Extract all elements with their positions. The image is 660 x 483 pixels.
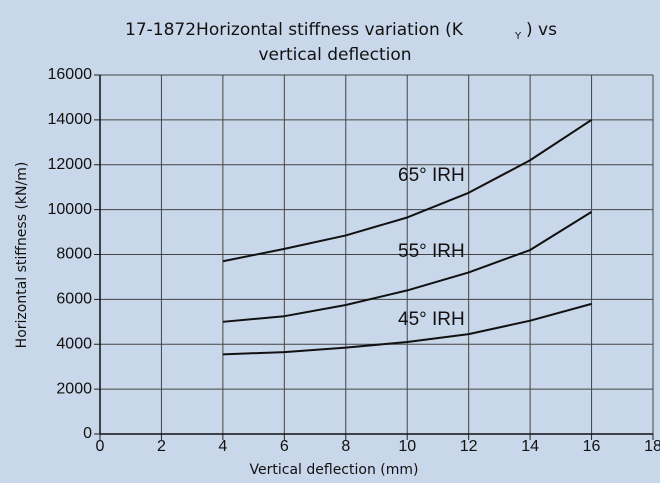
series-label: 45° IRH [398, 309, 465, 330]
y-tick-label: 0 [83, 425, 92, 442]
chart-title: 17-1872Horizontal stiffness variation (K [125, 20, 464, 40]
series-label: 65° IRH [398, 165, 465, 186]
x-tick-label: 14 [521, 438, 539, 455]
y-tick-label: 6000 [56, 291, 92, 308]
x-axis-label: Vertical deflection (mm) [250, 462, 419, 478]
y-tick-label: 10000 [48, 201, 93, 218]
x-tick-label: 12 [460, 438, 478, 455]
x-tick-label: 16 [583, 438, 601, 455]
x-tick-label: 8 [341, 438, 350, 455]
x-tick-label: 18 [644, 438, 660, 455]
chart-title: ) vs [526, 20, 557, 40]
y-tick-label: 14000 [48, 111, 93, 128]
x-tick-label: 2 [157, 438, 166, 455]
y-axis-label: Horizontal stiffness (kN/m) [14, 162, 30, 349]
series-label: 55° IRH [398, 241, 465, 262]
y-tick-label: 8000 [56, 246, 92, 263]
line-series [222, 211, 593, 323]
y-tick-label: 2000 [56, 380, 92, 397]
y-tick-label: 4000 [56, 335, 92, 352]
chart-title: vertical deflection [258, 45, 411, 65]
line-series [222, 119, 593, 263]
line-series [222, 302, 592, 356]
x-tick-label: 10 [398, 438, 416, 455]
title-subscript: Y [514, 31, 522, 42]
x-tick-label: 0 [96, 438, 105, 455]
x-tick-label: 4 [218, 438, 227, 455]
x-tick-label: 6 [280, 438, 289, 455]
y-tick-label: 12000 [48, 156, 93, 173]
y-tick-label: 16000 [48, 66, 93, 83]
